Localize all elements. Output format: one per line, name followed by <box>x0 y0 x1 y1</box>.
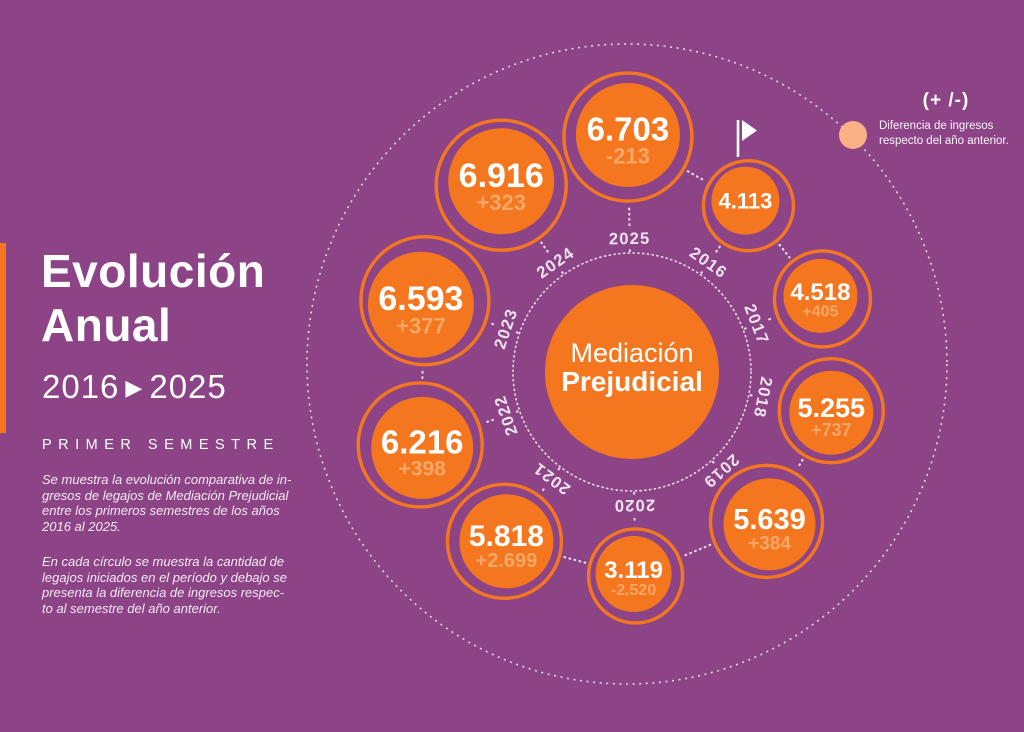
year-bubble-2021: 5.818+2.699 <box>445 482 564 601</box>
bubble-value-2023: 6.593 <box>378 280 463 318</box>
bubble-value-2017: 4.518 <box>790 279 850 306</box>
year-bubble-2018: 5.255+737 <box>777 357 885 465</box>
chain-line-2016-2017 <box>778 243 791 259</box>
legend-text-line-2: respecto del año anterior. <box>879 134 1009 147</box>
year-range: 2016 ▶ 2025 <box>42 368 227 406</box>
bubble-value-2021: 5.818 <box>469 520 544 553</box>
peach-circle-icon <box>839 121 867 149</box>
range-to: 2025 <box>149 368 227 405</box>
description-paragraph-2: En cada círculo se muestra la cantidad d… <box>42 554 287 616</box>
paragraph2-line: to al semestre del año anterior. <box>42 600 221 616</box>
title-line-2: Anual <box>41 299 172 351</box>
paragraph1-line: gresos de legajos de Mediación Prejudici… <box>42 487 289 503</box>
paragraph2-line: legajos iniciados en el período y debajo… <box>42 569 288 585</box>
title-line-1: Evolución <box>41 245 266 297</box>
bubble-value-2020: 3.119 <box>604 557 663 584</box>
bubble-diff-2020: -2.520 <box>611 582 656 599</box>
center-label-line2: Prejudicial <box>561 366 703 397</box>
range-from: 2016 <box>42 368 120 405</box>
range-arrow-icon: ▶ <box>125 375 144 400</box>
accent-bar <box>0 243 6 433</box>
svg-text:2020: 2020 <box>613 496 655 515</box>
year-bubble-2019: 5.639+384 <box>708 463 825 580</box>
paragraph2-line: En cada círculo se muestra la cantidad d… <box>42 554 285 569</box>
bubble-diff-2019: +384 <box>748 533 791 554</box>
year-label-2018: 2018 <box>747 368 780 427</box>
year-label-2024: 2024 <box>526 237 584 287</box>
year-label-2023: 2023 <box>486 299 525 358</box>
paragraph2-line: presenta la diferencia de ingresos respe… <box>42 585 285 600</box>
bubble-diff-2025: -213 <box>606 144 650 169</box>
paragraph1-line: Se muestra la evolución comparativa de i… <box>42 472 292 487</box>
flag-icon <box>736 120 757 157</box>
year-label-2025: 2025 <box>602 226 657 250</box>
chain-line-2019-2020 <box>682 543 712 558</box>
bubble-value-2024: 6.916 <box>459 157 544 195</box>
paragraph1-line: 2016 al 2025. <box>42 518 121 534</box>
subtitle: PRIMER SEMESTRE <box>42 437 280 453</box>
center-label-line1: Mediación <box>570 338 693 368</box>
page-title: Evolución Anual <box>41 244 265 352</box>
year-bubble-2020: 3.119-2.520 <box>586 527 685 625</box>
chain-line-2020-2021 <box>563 556 587 564</box>
bubble-diff-2021: +2.699 <box>476 550 538 572</box>
year-label-2020: 2020 <box>607 494 662 518</box>
bubble-value-2016: 4.113 <box>719 188 773 213</box>
legend-text-line-1: Diferencia de ingresos <box>879 120 994 132</box>
bubble-value-2025: 6.703 <box>587 110 670 147</box>
center-circle: Mediación Prejudicial <box>545 285 719 459</box>
year-label-2021: 2021 <box>523 453 580 505</box>
year-bubble-2025: 6.703-213 <box>562 71 694 203</box>
bubble-diff-2023: +377 <box>396 314 446 339</box>
bubble-value-2019: 5.639 <box>733 504 806 536</box>
chain-line-2018-2019 <box>796 458 804 470</box>
legend-text: Diferencia de ingresos respecto del año … <box>879 119 1009 148</box>
paragraph1-line: entre los primeros semestres de los años <box>42 503 280 518</box>
legend-symbol: (+ /-) <box>922 90 970 111</box>
bubble-diff-2017: +405 <box>802 303 838 320</box>
year-bubble-2024: 6.916+323 <box>434 118 568 252</box>
year-bubble-2023: 6.593+377 <box>359 235 491 367</box>
bubble-value-2018: 5.255 <box>797 393 865 423</box>
year-label-2017: 2017 <box>737 294 778 354</box>
chain-line-2025-2016 <box>686 170 707 183</box>
outer-dashed-circle <box>306 43 948 685</box>
bubble-diff-2018: +737 <box>811 420 852 440</box>
bubble-diff-2022: +398 <box>399 458 447 481</box>
year-bubble-2022: 6.216+398 <box>356 381 484 509</box>
inner-dotted-ring <box>512 252 752 492</box>
year-bubble-2016: 4.113 <box>701 159 796 253</box>
year-bubble-2017: 4.518+405 <box>772 249 873 349</box>
bubble-diff-2024: +323 <box>476 190 526 215</box>
bubble-value-2022: 6.216 <box>381 423 464 460</box>
year-label-2022: 2022 <box>486 386 525 445</box>
description-paragraph-1: Se muestra la evolución comparativa de i… <box>42 472 291 534</box>
svg-text:2025: 2025 <box>609 230 651 249</box>
